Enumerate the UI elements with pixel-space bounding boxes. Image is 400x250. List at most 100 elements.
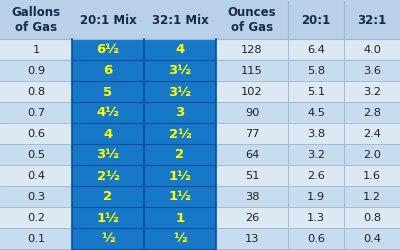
Bar — [0, 2, 72, 39]
Text: 2½: 2½ — [168, 127, 192, 140]
Text: Ounces
of Gas: Ounces of Gas — [228, 6, 276, 34]
Bar — [72, 81, 144, 102]
Text: 3.6: 3.6 — [363, 66, 381, 76]
Bar — [216, 123, 288, 144]
Text: 4.5: 4.5 — [307, 108, 325, 118]
Text: 4: 4 — [103, 127, 113, 140]
Text: 1.2: 1.2 — [363, 191, 381, 201]
Text: 6: 6 — [103, 64, 113, 77]
Bar — [72, 2, 144, 39]
Text: 3: 3 — [175, 106, 185, 119]
Text: ½: ½ — [173, 232, 187, 244]
Bar — [72, 39, 144, 60]
Bar — [288, 207, 344, 228]
Text: 5.8: 5.8 — [307, 66, 325, 76]
Text: 38: 38 — [245, 191, 259, 201]
Text: 64: 64 — [245, 150, 259, 159]
Text: 0.7: 0.7 — [27, 108, 45, 118]
Bar — [72, 165, 144, 186]
Bar — [216, 186, 288, 207]
Text: 6.4: 6.4 — [307, 45, 325, 55]
Bar — [144, 123, 216, 144]
Bar — [344, 60, 400, 81]
Bar — [216, 39, 288, 60]
Text: 0.2: 0.2 — [27, 212, 45, 222]
Bar — [344, 144, 400, 165]
Text: 0.3: 0.3 — [27, 191, 45, 201]
Bar — [288, 228, 344, 248]
Bar — [144, 186, 216, 207]
Bar — [216, 81, 288, 102]
Bar — [144, 207, 216, 228]
Text: 1½: 1½ — [168, 190, 192, 203]
Bar — [288, 102, 344, 123]
Bar — [344, 186, 400, 207]
Bar — [288, 39, 344, 60]
Text: 26: 26 — [245, 212, 259, 222]
Text: 1.9: 1.9 — [307, 191, 325, 201]
Text: 2: 2 — [176, 148, 184, 161]
Text: 3.8: 3.8 — [307, 128, 325, 138]
Text: 4.0: 4.0 — [363, 45, 381, 55]
Bar — [0, 228, 72, 248]
Bar — [0, 39, 72, 60]
Text: 0.8: 0.8 — [27, 87, 45, 97]
Text: 20:1: 20:1 — [301, 14, 331, 27]
Bar — [216, 60, 288, 81]
Text: 1½: 1½ — [96, 211, 120, 224]
Bar — [144, 144, 216, 165]
Bar — [0, 102, 72, 123]
Text: 5.1: 5.1 — [307, 87, 325, 97]
Text: 1.6: 1.6 — [363, 170, 381, 180]
Text: 3.2: 3.2 — [307, 150, 325, 159]
Text: 0.4: 0.4 — [363, 233, 381, 243]
Bar — [0, 81, 72, 102]
Bar — [288, 2, 344, 39]
Text: 128: 128 — [241, 45, 263, 55]
Bar — [344, 39, 400, 60]
Bar — [0, 165, 72, 186]
Bar — [288, 186, 344, 207]
Bar — [216, 228, 288, 248]
Text: 102: 102 — [241, 87, 263, 97]
Text: 115: 115 — [241, 66, 263, 76]
Text: 5: 5 — [104, 85, 112, 98]
Text: 2.8: 2.8 — [363, 108, 381, 118]
Bar — [288, 81, 344, 102]
Text: 3½: 3½ — [96, 148, 120, 161]
Bar — [344, 2, 400, 39]
Bar — [72, 186, 144, 207]
Text: 0.9: 0.9 — [27, 66, 45, 76]
Bar — [144, 2, 216, 39]
Text: 2: 2 — [104, 190, 112, 203]
Bar — [144, 60, 216, 81]
Bar — [288, 165, 344, 186]
Bar — [216, 102, 288, 123]
Text: 4: 4 — [175, 43, 185, 56]
Bar — [216, 144, 288, 165]
Text: 1½: 1½ — [168, 169, 192, 182]
Bar — [72, 102, 144, 123]
Text: 90: 90 — [245, 108, 259, 118]
Bar — [288, 60, 344, 81]
Bar — [344, 165, 400, 186]
Text: 0.8: 0.8 — [363, 212, 381, 222]
Bar — [344, 123, 400, 144]
Text: 51: 51 — [245, 170, 259, 180]
Bar — [0, 60, 72, 81]
Bar — [0, 144, 72, 165]
Bar — [144, 165, 216, 186]
Text: 0.6: 0.6 — [307, 233, 325, 243]
Bar — [72, 60, 144, 81]
Bar — [216, 165, 288, 186]
Bar — [216, 2, 288, 39]
Bar — [144, 102, 216, 123]
Text: 4½: 4½ — [96, 106, 120, 119]
Bar — [0, 207, 72, 228]
Bar — [288, 123, 344, 144]
Text: 32:1 Mix: 32:1 Mix — [152, 14, 208, 27]
Text: 13: 13 — [245, 233, 259, 243]
Text: 32:1: 32:1 — [357, 14, 387, 27]
Text: 3½: 3½ — [168, 85, 192, 98]
Text: 1.3: 1.3 — [307, 212, 325, 222]
